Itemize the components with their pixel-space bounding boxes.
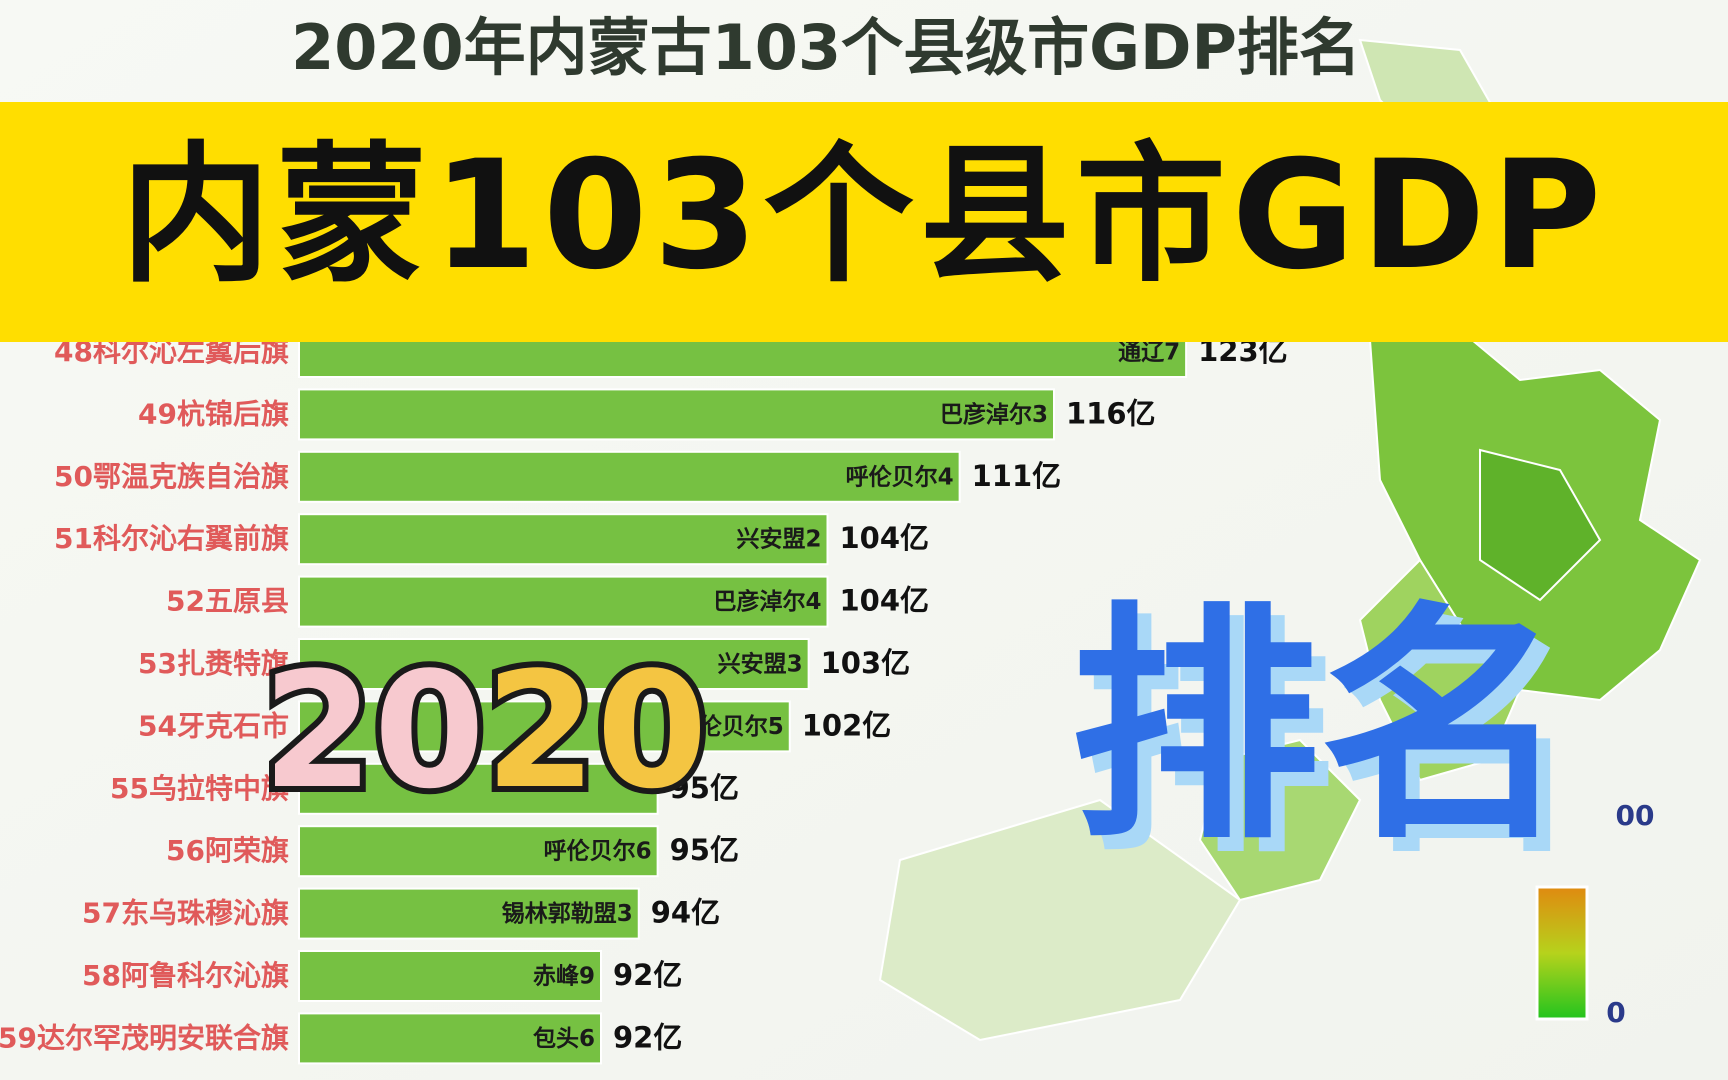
category-label: 52五原县 (166, 585, 289, 618)
tag-text: 排名 (1070, 581, 1570, 872)
category-label: 59达尔罕茂明安联合旗 (0, 1021, 289, 1054)
bar (298, 762, 659, 815)
bar-region-label: 锡林郭勒盟3 (502, 900, 633, 927)
legend-min-label: 0 (1606, 996, 1625, 1029)
chart-title: 2020年内蒙古103个县级市GDP排名 (291, 11, 1361, 84)
value-label: 94亿 (651, 896, 720, 930)
bar-region-label: 巴彦淖尔3 (940, 401, 1048, 428)
bar (298, 950, 602, 1002)
bar (298, 700, 791, 753)
bar-region-label: 巴彦淖尔4 (713, 588, 821, 615)
bar-region-label: 兴安盟2 (736, 526, 821, 553)
value-label: 104亿 (840, 584, 930, 618)
bar (298, 825, 659, 878)
category-label: 56阿荣旗 (166, 834, 289, 867)
bar-region-label: 呼伦贝尔6 (544, 838, 652, 865)
legend-max-label: 00 (1616, 799, 1655, 832)
banner-text: 内蒙103个县市GDP (121, 129, 1608, 303)
value-label: 116亿 (1066, 396, 1156, 430)
bar-region-label: 通辽7 (1118, 340, 1180, 366)
bar-region-label: 兴安盟3 (718, 651, 803, 678)
value-label: 95亿 (670, 833, 739, 867)
category-label: 55乌拉特中旗 (110, 772, 289, 805)
overlay: 2020年内蒙古103个县级市GDP排名 内蒙103个县市GDP 2020 排名 (0, 11, 1728, 872)
bar (298, 388, 1055, 441)
bar-region-label: 呼伦贝尔4 (846, 463, 954, 490)
color-bar (1535, 885, 1589, 1021)
category-label: 54牙克石市 (138, 709, 289, 742)
category-label: 49杭锦后旗 (138, 397, 289, 430)
value-label: 92亿 (613, 958, 682, 992)
category-label: 53扎赉特旗 (138, 647, 289, 680)
value-label: 92亿 (613, 1020, 682, 1054)
year-badge: 2020 (262, 637, 707, 824)
value-label: 103亿 (821, 646, 911, 680)
bar (298, 575, 829, 628)
bar (298, 887, 640, 940)
bar (298, 513, 829, 566)
value-label: 104亿 (840, 521, 930, 555)
category-label: 57东乌珠穆沁旗 (82, 897, 289, 930)
value-label: 111亿 (972, 459, 1062, 493)
bar-region-label: 包头6 (533, 1025, 595, 1052)
bar (298, 450, 961, 503)
bar-region-label: 赤峰9 (533, 964, 595, 990)
bar-region-label: 呼伦贝尔5 (676, 713, 784, 740)
bar (298, 638, 810, 690)
value-label: 95亿 (670, 771, 739, 805)
value-label: 102亿 (802, 708, 892, 742)
category-label: 50鄂温克族自治旗 (54, 460, 289, 493)
category-label: 58阿鲁科尔沁旗 (82, 959, 289, 992)
bar (298, 1012, 602, 1065)
banner-background (0, 102, 1728, 342)
category-label: 51科尔沁右翼前旗 (54, 522, 289, 555)
